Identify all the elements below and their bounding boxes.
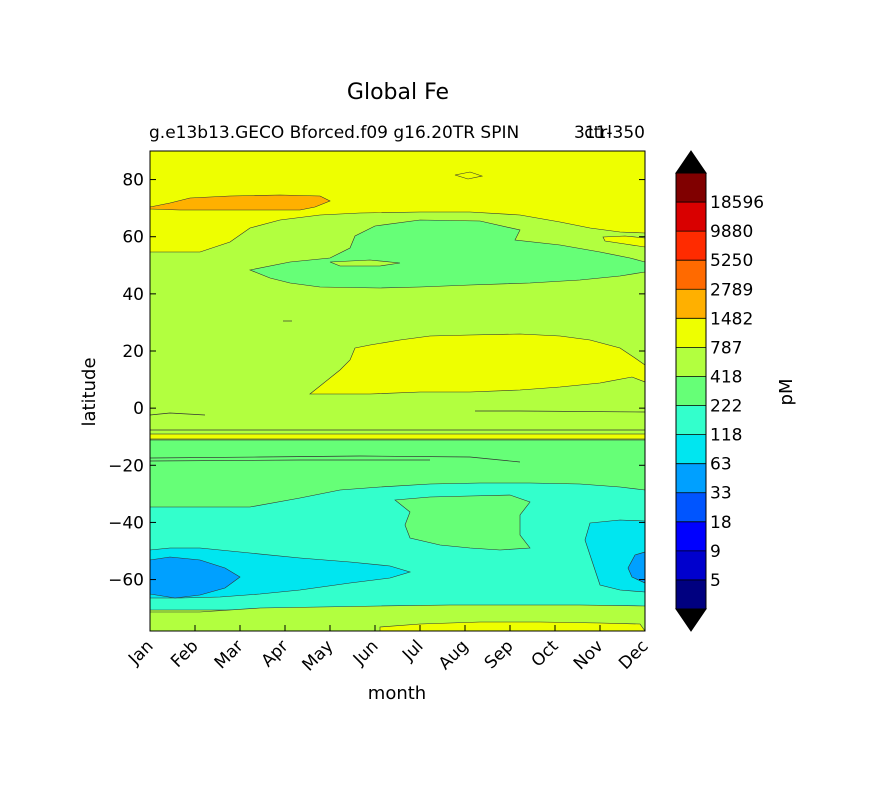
x-tick-label: May: [299, 636, 338, 675]
contour-fill-787-1482-south: [379, 621, 645, 631]
colorbar-tick-label: 1482: [710, 309, 753, 329]
colorbar-tick-label: 787: [710, 338, 742, 358]
x-tick-label: Aug: [435, 636, 473, 674]
colorbar-swatch: [676, 376, 706, 406]
chart-subtitle-left: g.e13b13.GECO Bforced.f09 g16.20TR SPIN: [149, 123, 519, 143]
y-tick-label: 80: [122, 171, 144, 191]
colorbar-swatch: [676, 463, 706, 493]
chart-title: Global Fe: [347, 80, 449, 105]
colorbar-swatch: [676, 173, 706, 203]
contour-fill-33-63: [150, 556, 241, 599]
x-tick-label: Jul: [398, 636, 427, 665]
y-tick-label: −60: [108, 571, 144, 591]
colorbar-swatch: [676, 347, 706, 377]
chart-subtitle-year: 311-350: [574, 123, 645, 143]
contour-fill-1482-2789: [150, 194, 331, 211]
contour-fill-63-118-east: [584, 519, 645, 593]
chart-subtitle-right: ctrl: [584, 123, 612, 143]
contour-fill-222-418-north: [248, 219, 645, 289]
colorbar-tick-label: 18: [710, 513, 732, 533]
y-tick-label: 40: [122, 285, 144, 305]
contour-fill-787-1482-north: [150, 151, 645, 253]
x-tick-label: Oct: [528, 636, 563, 671]
x-tick-label: Mar: [211, 636, 248, 673]
colorbar-swatch: [676, 260, 706, 290]
x-tick-label: Sep: [481, 636, 518, 673]
x-tick-label: Nov: [570, 636, 608, 674]
colorbar-tick-label: 9: [710, 542, 721, 562]
x-axis: Jan Feb Mar Apr May Jun Jul Aug Sep Oct Nov Dec: [124, 625, 653, 675]
colorbar-tick-label: 63: [710, 455, 732, 475]
colorbar-over-arrow: [675, 150, 707, 174]
colorbar-swatch: [676, 405, 706, 435]
colorbar-swatch: [676, 318, 706, 348]
colorbar-swatch: [676, 492, 706, 522]
y-axis-label: latitude: [79, 357, 100, 426]
colorbar-under-arrow: [675, 608, 707, 632]
colorbar-tick-label: 33: [710, 484, 732, 504]
y-tick-label: −40: [108, 513, 144, 533]
y-tick-label: −20: [108, 456, 144, 476]
colorbar: 5 9 18 33 63 118 222 418 787 1482 2789 5250 9880 1859…: [675, 150, 764, 632]
x-axis-label: month: [368, 683, 426, 704]
colorbar-swatch: [676, 579, 706, 609]
colorbar-swatch: [676, 289, 706, 319]
colorbar-label: pM: [776, 379, 797, 406]
contour-fill-222-418-intrusion: [394, 494, 531, 551]
y-tick-label: 60: [122, 228, 144, 248]
contour-fill-787-1482-tropics: [309, 333, 645, 395]
colorbar-swatch: [676, 231, 706, 261]
x-tick-label: Feb: [167, 636, 202, 671]
colorbar-swatch: [676, 202, 706, 232]
colorbar-tick-label: 5250: [710, 251, 753, 271]
colorbar-swatch: [676, 521, 706, 551]
contour-fill-418-787-island: [329, 259, 401, 267]
colorbar-tick-label: 18596: [710, 193, 764, 213]
y-tick-label: 0: [133, 399, 144, 419]
y-axis: 80 60 40 20 0 −20 −40 −60: [108, 171, 645, 591]
colorbar-swatch: [676, 550, 706, 580]
x-tick-label: Dec: [615, 636, 652, 673]
colorbar-tick-label: 2789: [710, 280, 753, 300]
x-tick-label: Jan: [124, 636, 157, 669]
contour-fill-787-1482-small: [602, 235, 645, 248]
x-tick-label: Jun: [349, 636, 383, 670]
colorbar-swatch: [676, 434, 706, 464]
y-tick-label: 20: [122, 342, 144, 362]
colorbar-tick-label: 222: [710, 397, 742, 417]
colorbar-tick-label: 9880: [710, 222, 753, 242]
contour-fill-787-1482-equator: [150, 433, 645, 440]
colorbar-frame: [675, 172, 707, 610]
contour-fill-33-63-east: [627, 551, 645, 584]
contour-lines: [150, 320, 645, 463]
x-tick-label: Apr: [258, 636, 293, 671]
contour-fill-787-1482-dot: [454, 171, 484, 180]
colorbar-tick-label: 118: [710, 426, 742, 446]
plot-frame: [149, 150, 646, 632]
plot-area: [150, 151, 645, 631]
colorbar-tick-label: 5: [710, 571, 721, 591]
colorbar-tick-label: 418: [710, 367, 742, 387]
